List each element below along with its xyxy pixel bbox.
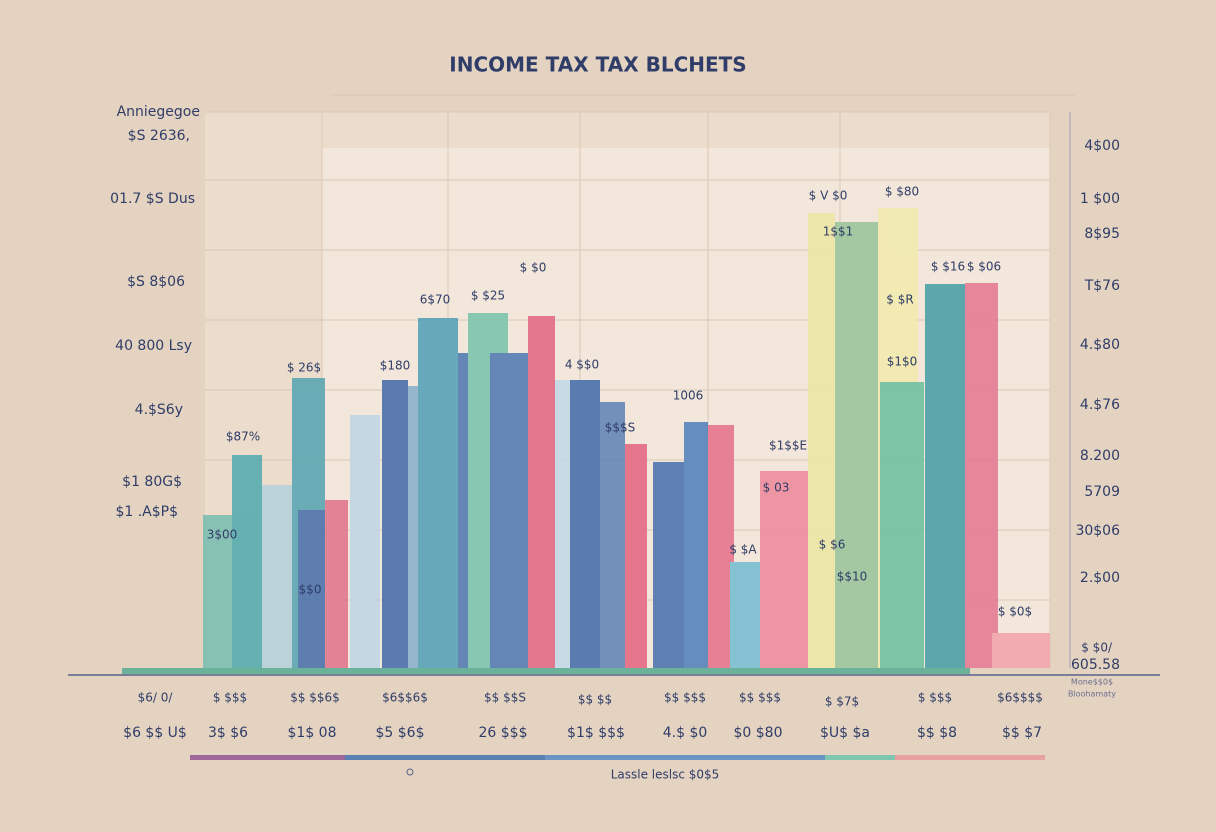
legend-label: Lassle leslsc $0$5 bbox=[611, 768, 720, 782]
right-label: 5709 bbox=[1084, 484, 1120, 500]
right-label: 605.58 bbox=[1071, 657, 1120, 673]
right-label: 4.$76 bbox=[1080, 397, 1120, 413]
x-label-top: $$ $$ bbox=[578, 693, 612, 707]
left-labels: Anniegegoe $S 2636, 01.7 $S Dus $S 8$06 … bbox=[110, 104, 200, 520]
bar-label: $ $25 bbox=[471, 289, 505, 303]
left-label: 4.$S6y bbox=[135, 402, 183, 418]
legend-strip bbox=[190, 755, 345, 760]
x-label-top: $$ $$$ bbox=[664, 691, 706, 705]
bar-label: $ 26$ bbox=[287, 361, 321, 375]
chart-title: INCOME TAX TAX BLCHETS bbox=[449, 53, 746, 77]
bar-label: $ V $0 bbox=[809, 189, 848, 203]
x-label: $1$ 08 bbox=[288, 725, 337, 741]
right-label: 1 $00 bbox=[1080, 191, 1120, 207]
bar-label: 1006 bbox=[673, 389, 704, 403]
bars bbox=[203, 208, 1050, 668]
bar-label: $ $0 bbox=[520, 261, 547, 275]
bar-label: $87% bbox=[226, 430, 260, 444]
footnote: Mone$$0$ bbox=[1071, 678, 1113, 687]
legend-strip bbox=[825, 755, 895, 760]
bar-label: $$$S bbox=[605, 421, 636, 435]
legend-strip bbox=[345, 755, 545, 760]
right-label: T$76 bbox=[1084, 278, 1120, 294]
bar-label: $ $80 bbox=[885, 185, 919, 199]
bar-label: 6$70 bbox=[420, 293, 451, 307]
bar-labels: $87% 3$00 $ 26$ $180 $$0 6$70 $ $25 4 $$… bbox=[207, 185, 1032, 619]
bar-label: $1$0 bbox=[887, 355, 918, 369]
x-label-top: $ $7$ bbox=[825, 695, 859, 709]
left-label: 40 800 Lsy bbox=[115, 338, 192, 354]
x-label-top: $6$$$$ bbox=[997, 691, 1043, 705]
legend-strip bbox=[895, 755, 1045, 760]
x-label: $U$ $a bbox=[820, 725, 870, 741]
x-labels: $6/ 0/ $ $$$ $$ $$6$ $6$$6$ $$ $$S $$ $$… bbox=[123, 691, 1043, 742]
right-label: 4.$80 bbox=[1080, 337, 1120, 353]
bar-label: 4 $$0 bbox=[565, 358, 599, 372]
x-label-top: $$ $$$ bbox=[739, 691, 781, 705]
x-label-top: $6/ 0/ bbox=[138, 691, 174, 705]
bar-label: $$0 bbox=[299, 583, 322, 597]
footnote: Bloohamaty bbox=[1068, 690, 1116, 699]
bar-label: $ $16 bbox=[931, 260, 965, 274]
legend-marker bbox=[406, 768, 414, 776]
bar-label: $ $06 bbox=[967, 260, 1001, 274]
left-label: Anniegegoe bbox=[117, 104, 200, 120]
legend-strip bbox=[545, 755, 825, 760]
x-label-top: $$ $$6$ bbox=[290, 691, 340, 705]
x-label: $$ $8 bbox=[917, 725, 957, 741]
x-label: $5 $6$ bbox=[376, 725, 425, 741]
bar-label: $$10 bbox=[837, 570, 868, 584]
x-label: $0 $80 bbox=[734, 725, 783, 741]
left-label: $S 2636, bbox=[128, 128, 190, 144]
left-label: $S 8$06 bbox=[127, 274, 185, 290]
bar-label: $ $6 bbox=[819, 538, 846, 552]
right-label: 2.$00 bbox=[1080, 570, 1120, 586]
baseline-band bbox=[122, 668, 970, 674]
right-label: 4$00 bbox=[1084, 138, 1120, 154]
right-label: 8.200 bbox=[1080, 448, 1120, 464]
bar-label: 3$00 bbox=[207, 528, 238, 542]
x-label-top: $ $$$ bbox=[213, 691, 247, 705]
x-label: 4.$ $0 bbox=[663, 725, 708, 741]
bar-label: $180 bbox=[380, 359, 411, 373]
bar-label: $ $0$ bbox=[998, 605, 1032, 619]
bar-label: $1$$E bbox=[769, 439, 807, 453]
x-label: $$ $7 bbox=[1002, 725, 1042, 741]
left-label: 01.7 $S Dus bbox=[110, 191, 195, 207]
right-label: 8$95 bbox=[1084, 226, 1120, 242]
x-label-top: $6$$6$ bbox=[382, 691, 428, 705]
left-label: $1 .A$P$ bbox=[115, 504, 178, 520]
bar-label: 1$$1 bbox=[823, 225, 854, 239]
x-label: $6 $$ U$ bbox=[123, 725, 187, 741]
x-label: $1$ $$$ bbox=[567, 725, 625, 741]
x-label: 26 $$$ bbox=[479, 725, 528, 741]
bar-label: $ $A bbox=[729, 543, 757, 557]
x-label-top: $ $$$ bbox=[918, 691, 952, 705]
x-label-top: $$ $$S bbox=[484, 691, 526, 705]
right-label: 30$06 bbox=[1075, 523, 1120, 539]
bar-label: $ 03 bbox=[763, 481, 790, 495]
right-label: $ $0/ bbox=[1081, 641, 1113, 655]
right-labels: 4$00 1 $00 8$95 T$76 4.$80 4.$76 8.200 5… bbox=[1071, 138, 1120, 673]
x-label: 3$ $6 bbox=[208, 725, 248, 741]
bar-label: $ $R bbox=[886, 293, 913, 307]
left-label: $1 80G$ bbox=[122, 474, 182, 490]
